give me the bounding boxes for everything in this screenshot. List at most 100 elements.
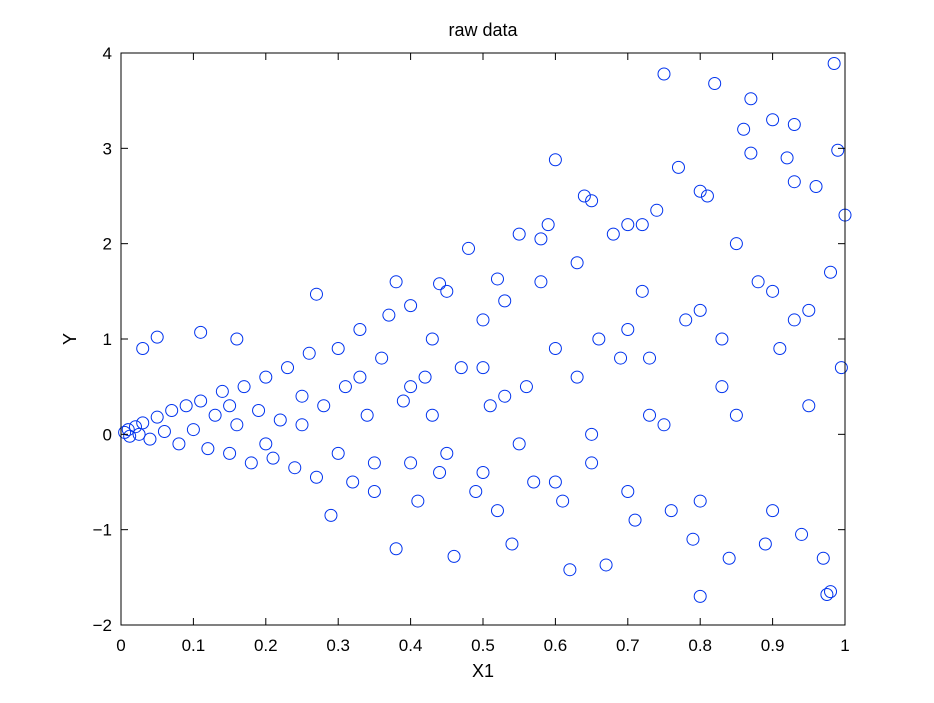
data-point [309,287,323,301]
data-point [317,399,331,413]
data-point [548,475,562,489]
data-point [288,461,302,475]
data-point [643,408,657,422]
data-point [498,389,512,403]
data-point [230,332,244,346]
data-point [512,227,526,241]
x-tick-label: 0.7 [616,636,640,655]
data-point [273,413,287,427]
data-point [693,303,707,317]
data-point [433,277,447,291]
data-point [802,399,816,413]
data-point [128,420,142,434]
data-point [787,175,801,189]
data-point [671,160,685,174]
data-point [252,404,266,417]
data-point [223,399,237,413]
y-tick-label: −2 [93,616,112,635]
data-point [541,218,555,232]
data-point [353,370,367,384]
data-point [758,537,772,551]
x-tick-label: 0.8 [688,636,712,655]
x-tick-label: 0.5 [471,636,495,655]
data-point [324,508,338,522]
data-point [172,437,186,451]
data-point [281,361,295,375]
data-point [708,77,722,91]
data-point [686,532,700,546]
data-point [440,284,454,298]
data-point [766,113,780,127]
data-point [751,275,765,289]
data-point [657,67,671,81]
data-point [802,303,816,317]
data-point [585,456,599,470]
data-point [331,446,345,460]
data-point [425,332,439,346]
x-tick-label: 1 [840,636,849,655]
data-point [693,494,707,508]
data-point [389,275,403,289]
data-point [433,465,447,479]
data-point [346,475,360,489]
data-point [331,342,345,356]
data-point [295,389,309,403]
data-point [462,241,476,255]
data-point [831,143,845,157]
data-point [440,446,454,460]
data-point [404,380,418,394]
data-point [186,423,200,437]
y-tick-label: 0 [103,425,112,444]
data-point [476,361,490,375]
data-point [360,408,374,422]
data-point [570,370,584,384]
data-point [295,418,309,432]
data-point [606,227,620,241]
data-point [244,456,258,470]
data-point [389,542,403,556]
data-point [664,504,678,518]
y-axis-ticks: −2 −1 0 1 2 3 4 [93,44,845,635]
data-point [194,325,208,339]
data-point [824,585,838,599]
data-point [693,589,707,603]
data-point [498,294,512,308]
data-point [527,475,541,489]
y-tick-label: 1 [103,330,112,349]
y-tick-label: 3 [103,139,112,158]
data-point [548,153,562,167]
data-point [404,456,418,470]
data-point [505,537,519,551]
data-point [476,313,490,327]
data-point [382,308,396,322]
data-point [476,465,490,479]
data-point [519,380,533,394]
data-point [396,394,410,408]
data-point [816,551,830,565]
data-point [592,332,606,346]
data-point [490,272,504,286]
data-point [309,470,323,484]
x-tick-label: 0.1 [182,636,206,655]
data-point [512,437,526,451]
data-point [237,380,251,394]
data-point [827,56,841,70]
x-tick-label: 0.4 [399,636,423,655]
data-point [490,504,504,518]
x-tick-label: 0.3 [326,636,350,655]
data-point [121,423,135,437]
data-point [834,361,848,375]
data-point [693,184,707,198]
data-point [621,485,635,499]
data-point [635,284,649,298]
data-point [534,232,548,246]
y-axis-label: Y [60,333,80,345]
data-point [809,179,823,193]
data-point [621,218,635,232]
data-point [556,494,570,508]
data-point [150,410,164,424]
data-point [143,432,157,446]
data-point [404,299,418,313]
data-point [657,418,671,432]
data-point [454,361,468,375]
